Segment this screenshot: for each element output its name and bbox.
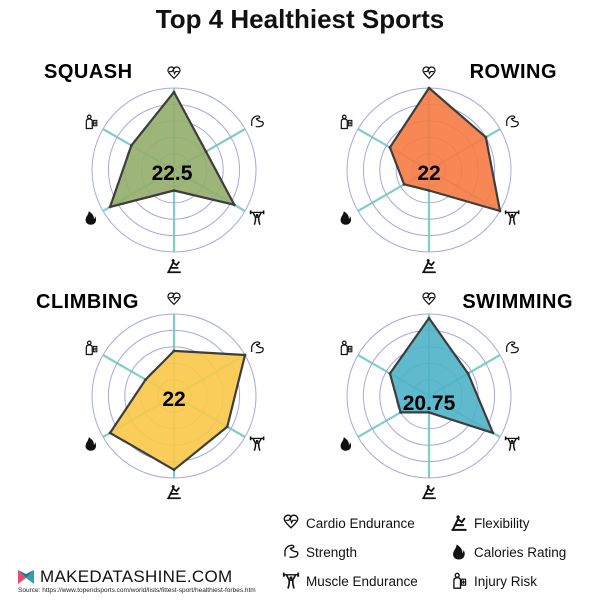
- radar-point: [204, 150, 208, 153]
- heart-pulse-icon: [422, 292, 436, 305]
- flame-icon: [453, 544, 465, 560]
- radar-point: [466, 372, 470, 375]
- yoga-pose-icon: [167, 258, 181, 274]
- yoga-pose-icon: [422, 258, 436, 274]
- yoga-pose-icon: [167, 484, 181, 500]
- injured-person-icon: [453, 572, 467, 589]
- score-label-climbing: 22: [162, 388, 185, 411]
- page-title: Top 4 Healthiest Sports: [155, 4, 445, 34]
- yoga-pose-icon: [422, 484, 436, 500]
- radar-point: [402, 182, 406, 186]
- flame-icon: [85, 211, 97, 225]
- radar-point: [498, 209, 502, 213]
- radar-point: [427, 411, 431, 414]
- yoga-pose-icon: [451, 514, 467, 531]
- radar-chart-climbing: CLIMBING 22: [36, 291, 266, 500]
- flame-icon: [340, 437, 352, 451]
- radar-point: [172, 468, 176, 472]
- flame-icon: [340, 211, 352, 225]
- radar-point: [225, 425, 229, 429]
- injured-person-icon: [85, 340, 98, 356]
- radar-chart-swimming: SWIMMING 20.75: [340, 291, 573, 500]
- radar-chart-rowing: ROWING 22: [340, 61, 557, 274]
- sport-title-swimming: SWIMMING: [462, 291, 573, 313]
- injured-person-icon: [340, 340, 353, 356]
- legend-label: Cardio Endurance: [306, 515, 415, 531]
- sport-title-rowing: ROWING: [470, 61, 557, 83]
- radar-point: [491, 431, 495, 435]
- injured-person-icon: [340, 114, 353, 130]
- radar-point: [484, 135, 488, 139]
- radar-ring: [91, 87, 257, 253]
- source-note: Source: https://www.topendsports.com/wor…: [18, 587, 256, 594]
- flexed-arm-icon: [251, 341, 264, 354]
- brand-mark-icon: [18, 570, 34, 584]
- weightlifter-icon: [504, 435, 521, 452]
- score-label-swimming: 20.75: [403, 392, 456, 415]
- injured-person-icon: [85, 114, 98, 130]
- radar-point: [172, 349, 176, 353]
- radar-point: [243, 353, 247, 357]
- radar-point: [144, 378, 147, 381]
- radar-point: [108, 431, 112, 435]
- legend-item: Calories Rating: [450, 543, 566, 561]
- flame-icon: [85, 437, 97, 451]
- radar-ring: [91, 313, 257, 479]
- heart-pulse-icon: [167, 292, 181, 305]
- radar-chart-squash: SQUASH 22.5: [44, 61, 266, 274]
- heart-pulse-icon: [167, 66, 181, 79]
- legend: Cardio Endurance Flexibility Strength Calor…: [282, 512, 592, 596]
- radar-area-rowing: [388, 86, 502, 213]
- radar-point: [427, 189, 431, 192]
- radar-point: [232, 203, 236, 207]
- legend-label: Strength: [306, 544, 358, 560]
- sport-title-squash: SQUASH: [44, 61, 133, 83]
- radar-ring: [346, 313, 512, 479]
- legend-label: Flexibility: [474, 515, 530, 531]
- legend-label: Muscle Endurance: [306, 573, 418, 589]
- weightlifter-icon: [504, 209, 521, 226]
- legend-item: Strength: [282, 543, 357, 561]
- legend-item: Injury Risk: [450, 572, 537, 590]
- radar-point: [172, 189, 176, 192]
- radar-point: [399, 411, 402, 414]
- legend-label: Injury Risk: [474, 573, 538, 589]
- legend-item: Flexibility: [450, 514, 530, 532]
- brand-logo: MAKEDATASHINE.COM: [18, 567, 232, 587]
- radar-point: [427, 86, 431, 90]
- flexed-arm-icon: [284, 544, 299, 558]
- brand-name: MAKEDATASHINE.COM: [40, 567, 233, 586]
- flexed-arm-icon: [506, 115, 519, 128]
- legend-item: Cardio Endurance: [282, 514, 415, 532]
- radar-point: [388, 372, 392, 375]
- radar-point: [108, 205, 112, 209]
- flexed-arm-icon: [506, 341, 519, 354]
- radar-point: [388, 146, 392, 149]
- legend-label: Calories Rating: [474, 544, 567, 560]
- weightlifter-icon: [249, 209, 266, 226]
- sport-title-climbing: CLIMBING: [36, 291, 139, 313]
- radar-point: [172, 90, 176, 94]
- weightlifter-icon: [249, 435, 266, 452]
- score-label-squash: 22.5: [152, 162, 193, 185]
- radar-point: [427, 316, 431, 320]
- weightlifter-icon: [282, 572, 300, 590]
- radar-point: [129, 144, 133, 147]
- heart-pulse-icon: [283, 514, 299, 529]
- legend-item: Muscle Endurance: [282, 572, 418, 590]
- score-label-rowing: 22: [417, 162, 440, 185]
- heart-pulse-icon: [422, 66, 436, 79]
- flexed-arm-icon: [251, 115, 264, 128]
